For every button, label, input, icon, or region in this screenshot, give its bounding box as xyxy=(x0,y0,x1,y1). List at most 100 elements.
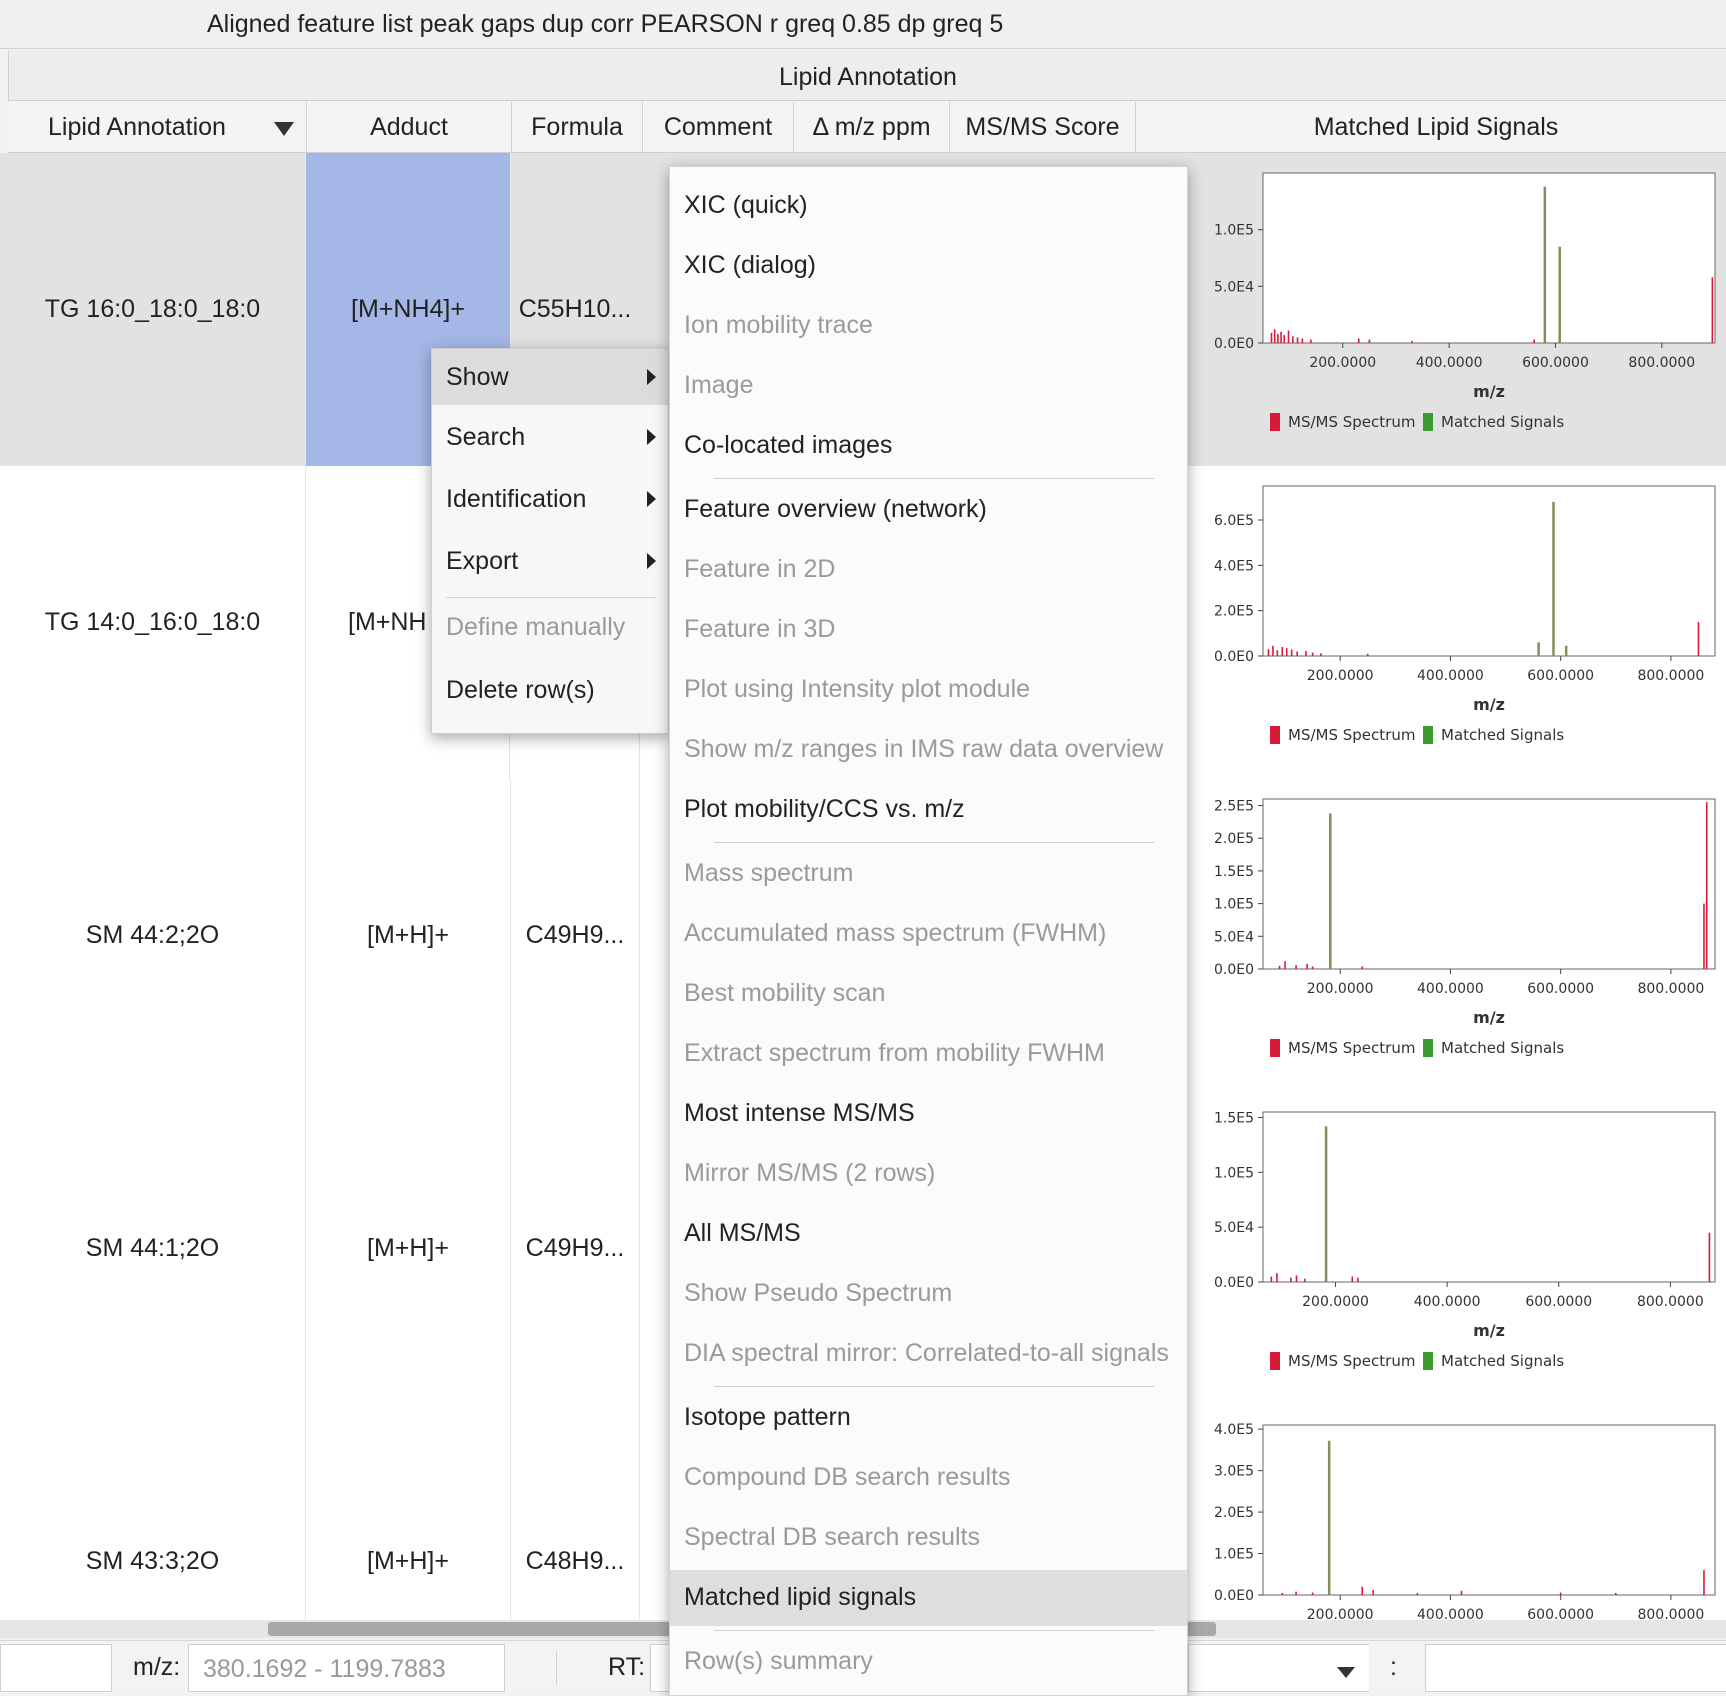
legend-swatch xyxy=(1270,726,1280,744)
x-tick-label: 600.0000 xyxy=(1525,1294,1592,1310)
submenu-item-matched-lipid-signals[interactable]: Matched lipid signals xyxy=(670,1570,1187,1626)
cell-lipid-annotation[interactable]: TG 16:0_18:0_18:0 xyxy=(0,153,306,466)
submenu-item-pseudo-spectrum[interactable]: Show Pseudo Spectrum xyxy=(670,1266,1187,1322)
x-tick-label: 400.0000 xyxy=(1417,668,1484,684)
ctx-item-search[interactable]: Search xyxy=(432,409,668,465)
submenu-item-best-mobility-scan[interactable]: Best mobility scan xyxy=(670,966,1187,1022)
submenu-item-mobility-ccs-plot[interactable]: Plot mobility/CCS vs. m/z xyxy=(670,782,1187,838)
cell-lipid-annotation[interactable]: SM 44:2;2O xyxy=(0,779,306,1092)
rt-label: RT: xyxy=(608,1653,646,1681)
submenu-item-dia-mirror[interactable]: DIA spectral mirror: Correlated-to-all s… xyxy=(670,1326,1187,1382)
y-tick-label: 1.0E5 xyxy=(1214,223,1254,239)
legend-label: MS/MS Spectrum xyxy=(1288,1352,1415,1370)
cell-formula[interactable]: C48H9... xyxy=(511,1405,640,1620)
col-header-matched-signals[interactable]: Matched Lipid Signals xyxy=(1313,113,1559,141)
x-tick-label: 400.0000 xyxy=(1417,1607,1484,1620)
submenu-item-label: Show m/z ranges in IMS raw data overview xyxy=(684,735,1164,763)
x-tick-label: 800.0000 xyxy=(1637,668,1704,684)
y-tick-label: 1.0E5 xyxy=(1214,897,1254,913)
submenu-item-all-msms[interactable]: All MS/MS xyxy=(670,1206,1187,1262)
submenu-item-extract-spectrum[interactable]: Extract spectrum from mobility FWHM xyxy=(670,1026,1187,1082)
col-header-comment[interactable]: Comment xyxy=(643,102,794,152)
cell-formula[interactable]: C49H9... xyxy=(511,1092,640,1405)
col-header-mz-ppm[interactable]: Δ m/z ppm xyxy=(794,102,950,152)
col-header-msms-score[interactable]: MS/MS Score xyxy=(950,102,1136,152)
col-header-lipid-annotation[interactable]: Lipid Annotation xyxy=(8,102,307,152)
submenu-item-label: Show Pseudo Spectrum xyxy=(684,1279,953,1307)
x-tick-label: 600.0000 xyxy=(1527,1607,1594,1620)
matched-lipid-signals-chart: 0.0E0 5.0E4 1.0E5 200.0000 400.0000 600.0000 8… xyxy=(1214,172,1716,431)
ctx-item-export[interactable]: Export xyxy=(432,533,668,589)
submenu-item-isotope-pattern[interactable]: Isotope pattern xyxy=(670,1390,1187,1446)
cell-formula[interactable]: C49H9... xyxy=(511,779,640,1092)
submenu-item-label: Feature in 2D xyxy=(684,555,836,583)
cell-adduct[interactable]: [M+H]+ xyxy=(306,1092,511,1405)
ctx-item-show[interactable]: Show xyxy=(432,349,668,405)
col-header-adduct[interactable]: Adduct xyxy=(307,102,512,152)
mz-range-value: 380.1692 - 1199.7883 xyxy=(203,1655,446,1683)
column-headers: Lipid Annotation Adduct Formula Comment … xyxy=(8,102,1726,153)
submenu-item-xic-dialog[interactable]: XIC (dialog) xyxy=(670,238,1187,294)
legend-label: Matched Signals xyxy=(1441,413,1564,431)
submenu-item-feature-2d[interactable]: Feature in 2D xyxy=(670,542,1187,598)
submenu-item-most-intense-msms[interactable]: Most intense MS/MS xyxy=(670,1086,1187,1142)
mz-range-input[interactable]: 380.1692 - 1199.7883 xyxy=(188,1644,505,1692)
submenu-item-xic-quick[interactable]: XIC (quick) xyxy=(670,178,1187,234)
submenu-item-spectral-db-results[interactable]: Spectral DB search results xyxy=(670,1510,1187,1566)
colon-label: : xyxy=(1390,1653,1397,1681)
cell-adduct[interactable]: [M+H]+ xyxy=(306,1405,511,1620)
ctx-item-label: Define manually xyxy=(446,613,626,641)
submenu-item-rows-summary[interactable]: Row(s) summary xyxy=(670,1634,1187,1690)
x-tick-label: 800.0000 xyxy=(1637,1607,1704,1620)
submenu-item-ims-raw-overview[interactable]: Show m/z ranges in IMS raw data overview xyxy=(670,722,1187,778)
sort-descending-icon[interactable] xyxy=(274,122,294,136)
plot-area xyxy=(1262,1424,1716,1596)
x-tick-label: 200.0000 xyxy=(1302,1294,1369,1310)
column-select[interactable] xyxy=(1188,1644,1369,1692)
x-axis-label: m/z xyxy=(1473,382,1505,401)
x-tick-label: 200.0000 xyxy=(1309,355,1376,371)
submenu-arrow-icon xyxy=(647,369,656,385)
cell-formula[interactable]: C55H10... xyxy=(511,153,640,466)
ctx-item-define-manually[interactable]: Define manually xyxy=(432,599,668,655)
legend-label: Matched Signals xyxy=(1441,1352,1564,1370)
submenu-item-ion-mobility-trace[interactable]: Ion mobility trace xyxy=(670,298,1187,354)
submenu-item-mirror-msms[interactable]: Mirror MS/MS (2 rows) xyxy=(670,1146,1187,1202)
submenu-item-mass-spectrum[interactable]: Mass spectrum xyxy=(670,846,1187,902)
submenu-item-feature-3d[interactable]: Feature in 3D xyxy=(670,602,1187,658)
window-title: Aligned feature list peak gaps dup corr … xyxy=(207,10,1004,38)
submenu-item-compound-db-results[interactable]: Compound DB search results xyxy=(670,1450,1187,1506)
ctx-item-identification[interactable]: Identification xyxy=(432,471,668,527)
filter-value-input[interactable] xyxy=(1425,1644,1726,1692)
submenu-item-label: Image xyxy=(684,371,754,399)
cell-lipid-annotation[interactable]: SM 43:3;2O xyxy=(0,1405,306,1620)
submenu-item-label: Most intense MS/MS xyxy=(684,1099,915,1127)
ctx-item-delete-rows[interactable]: Delete row(s) xyxy=(432,662,668,718)
y-tick-label: 6.0E5 xyxy=(1214,513,1254,529)
submenu-item-label: Plot mobility/CCS vs. m/z xyxy=(684,795,965,823)
cell-adduct[interactable]: [M+H]+ xyxy=(306,779,511,1092)
cell-lipid-annotation[interactable]: TG 14:0_16:0_18:0 xyxy=(0,466,306,779)
submenu-item-intensity-plot[interactable]: Plot using Intensity plot module xyxy=(670,662,1187,718)
submenu-item-label: Matched lipid signals xyxy=(684,1583,917,1611)
filter-field[interactable] xyxy=(0,1644,112,1692)
chevron-down-icon[interactable] xyxy=(1337,1667,1355,1678)
submenu-item-co-located-images[interactable]: Co-located images xyxy=(670,418,1187,474)
cell-lipid-annotation[interactable]: SM 44:1;2O xyxy=(0,1092,306,1405)
plot-area xyxy=(1262,172,1716,344)
y-tick-label: 1.0E5 xyxy=(1214,1547,1254,1563)
submenu-item-accumulated-spectrum[interactable]: Accumulated mass spectrum (FWHM) xyxy=(670,906,1187,962)
submenu-item-image[interactable]: Image xyxy=(670,358,1187,414)
menu-separator xyxy=(714,842,1154,843)
row-context-menu: Show Search Identification Export Define… xyxy=(431,348,669,734)
y-tick-label: 2.0E5 xyxy=(1214,1505,1254,1521)
submenu-item-label: XIC (quick) xyxy=(684,191,808,219)
x-tick-label: 400.0000 xyxy=(1414,1294,1481,1310)
legend-swatch xyxy=(1423,726,1433,744)
submenu-item-label: Plot using Intensity plot module xyxy=(684,675,1031,703)
submenu-item-feature-overview[interactable]: Feature overview (network) xyxy=(670,482,1187,538)
col-header-formula[interactable]: Formula xyxy=(512,102,643,152)
menu-separator xyxy=(714,1630,1154,1631)
status-divider xyxy=(556,1651,557,1685)
col-header-lipid-label: Lipid Annotation xyxy=(48,113,226,141)
